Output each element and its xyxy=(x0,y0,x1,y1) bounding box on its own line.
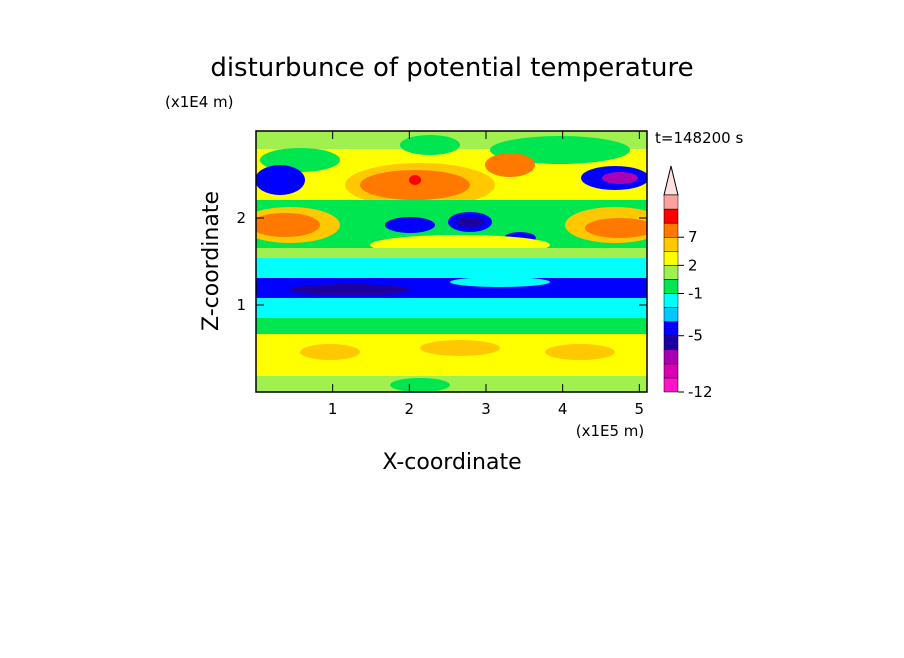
x-tick-label: 1 xyxy=(328,400,338,418)
x-tick-label: 4 xyxy=(558,400,568,418)
colorbar-swatch xyxy=(663,251,679,266)
x-tick-label: 3 xyxy=(481,400,491,418)
colorbar-swatch xyxy=(663,236,679,252)
x-unit-label: (x1E5 m) xyxy=(576,422,645,440)
colorbar: 7 2 -1 -5 -12 xyxy=(663,194,713,401)
chart-title: disturbunce of potential temperature xyxy=(210,53,693,83)
colorbar-swatch xyxy=(663,208,679,224)
colorbar-tick-label: 7 xyxy=(688,228,698,246)
colorbar-swatch xyxy=(663,349,679,365)
colorbar-swatch xyxy=(663,194,679,210)
colorbar-tick-label: -5 xyxy=(688,327,703,345)
x-tick-label: 5 xyxy=(635,400,645,418)
x-axis-label: X-coordinate xyxy=(382,450,521,475)
x-tick-label: 2 xyxy=(405,400,415,418)
colorbar-swatch xyxy=(663,363,679,379)
contour-field xyxy=(256,131,647,392)
colorbar-tick-label: -1 xyxy=(688,285,703,303)
colorbar-tick-label: 2 xyxy=(688,256,698,274)
colorbar-tick-label: -12 xyxy=(688,383,713,401)
colorbar-swatch xyxy=(663,377,679,393)
colorbar-swatch xyxy=(663,222,679,238)
colorbar-swatch xyxy=(663,279,679,294)
colorbar-extend xyxy=(663,165,679,196)
plot-frame xyxy=(255,130,648,393)
y-unit-label: (x1E4 m) xyxy=(165,93,234,111)
time-label: t=148200 s xyxy=(655,129,743,147)
y-tick-label: 1 xyxy=(236,296,246,314)
y-tick-label: 2 xyxy=(236,209,246,227)
colorbar-swatch xyxy=(663,335,679,351)
colorbar-swatch xyxy=(663,307,679,322)
colorbar-swatch xyxy=(663,321,679,336)
colorbar-swatch xyxy=(663,293,679,308)
y-axis-label: Z-coordinate xyxy=(199,191,224,331)
colorbar-swatch xyxy=(663,265,679,280)
